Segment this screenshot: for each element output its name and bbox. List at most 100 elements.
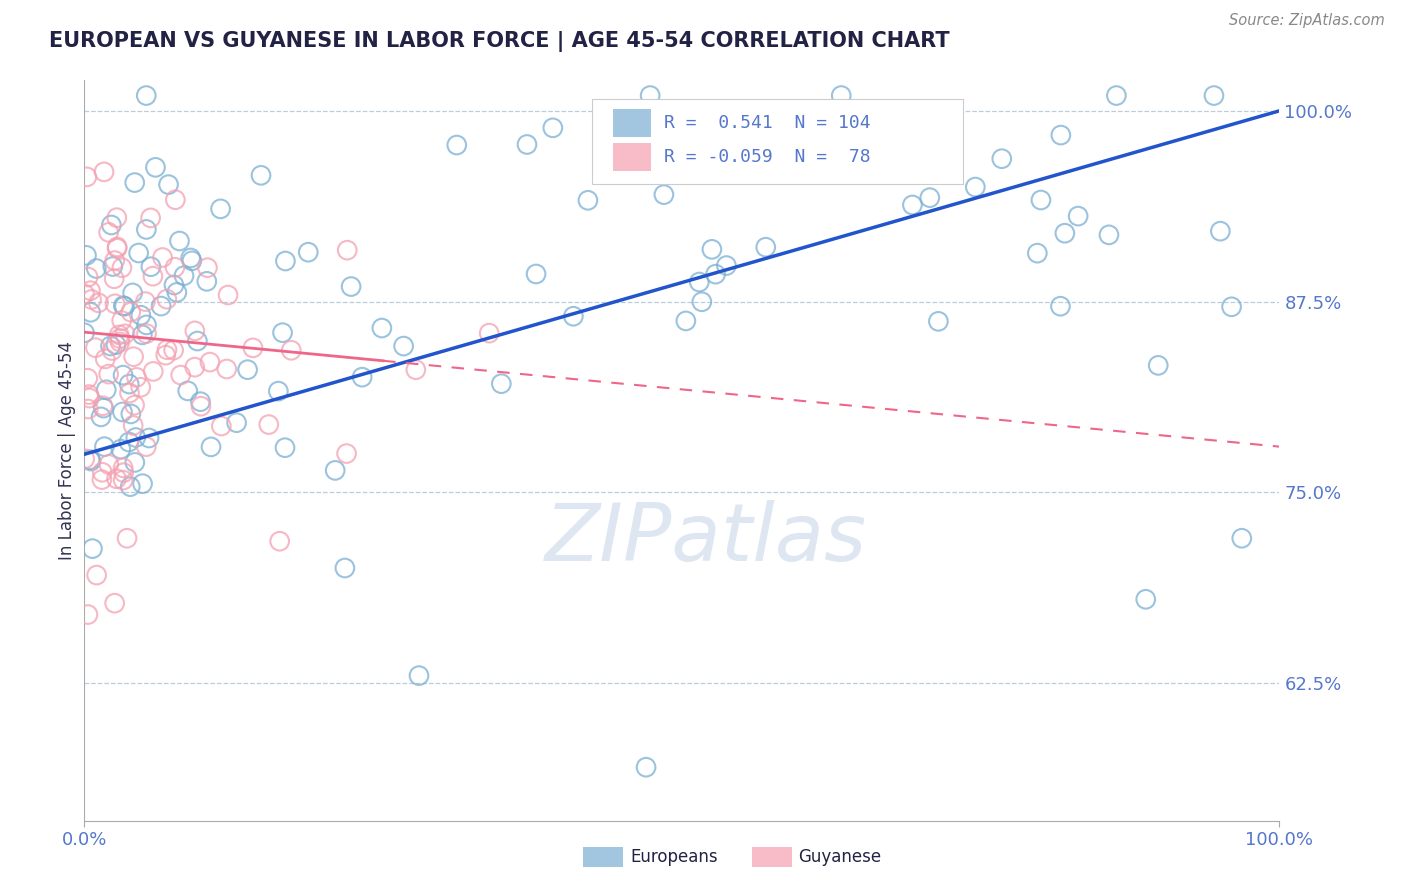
Point xyxy=(173,268,195,283)
Point xyxy=(112,368,135,383)
Point xyxy=(97,367,120,381)
Point xyxy=(155,348,177,362)
Bar xyxy=(613,144,651,171)
Point xyxy=(186,334,208,348)
Point xyxy=(562,310,585,324)
Point xyxy=(129,380,152,394)
Point xyxy=(105,241,128,255)
Point xyxy=(105,211,128,225)
Point xyxy=(638,88,661,103)
Point xyxy=(336,243,359,257)
Point xyxy=(101,260,124,274)
Point xyxy=(134,294,156,309)
Point xyxy=(122,350,145,364)
Point xyxy=(96,383,118,397)
Point xyxy=(250,169,273,183)
Point xyxy=(118,377,141,392)
Point xyxy=(101,343,124,358)
Point xyxy=(830,88,852,103)
Point xyxy=(157,178,180,192)
Point xyxy=(700,243,723,257)
Point xyxy=(1067,209,1090,223)
Point xyxy=(198,355,221,369)
Point xyxy=(333,561,356,575)
Point xyxy=(120,407,142,421)
Point xyxy=(340,279,363,293)
Point xyxy=(156,343,179,357)
Point xyxy=(138,431,160,445)
Point xyxy=(77,387,100,401)
Y-axis label: In Labor Force | Age 45-54: In Labor Force | Age 45-54 xyxy=(58,341,76,560)
Point xyxy=(215,362,238,376)
Point xyxy=(76,371,98,385)
Point xyxy=(77,402,100,417)
Point xyxy=(209,419,232,434)
Point xyxy=(80,293,103,307)
Point xyxy=(405,362,427,376)
Point xyxy=(139,211,162,225)
Point xyxy=(491,376,513,391)
Point xyxy=(79,391,101,405)
Point xyxy=(217,288,239,302)
Point xyxy=(111,405,134,419)
Point xyxy=(104,337,127,351)
Point xyxy=(104,596,127,610)
Point xyxy=(108,334,131,349)
Point xyxy=(125,370,148,384)
Point xyxy=(1049,299,1071,313)
Point xyxy=(1230,531,1253,545)
Point xyxy=(76,248,98,262)
Point xyxy=(274,441,297,455)
Point xyxy=(94,351,117,366)
Point xyxy=(105,240,128,254)
Point xyxy=(183,360,205,375)
Point xyxy=(1202,88,1225,103)
Point xyxy=(688,275,710,289)
Point xyxy=(162,343,184,358)
Point xyxy=(142,269,165,284)
Point xyxy=(120,480,142,494)
Point xyxy=(79,452,101,467)
Point xyxy=(76,169,98,184)
Point xyxy=(180,251,202,265)
Point xyxy=(335,446,357,460)
Text: R =  0.541  N = 104: R = 0.541 N = 104 xyxy=(664,114,870,132)
Point xyxy=(200,440,222,454)
Point xyxy=(118,435,141,450)
Point xyxy=(135,440,157,454)
Point xyxy=(541,120,564,135)
Point xyxy=(79,284,101,298)
Point xyxy=(128,246,150,260)
Point xyxy=(115,531,138,545)
Point xyxy=(195,274,218,288)
Point xyxy=(73,287,96,301)
Point xyxy=(135,222,157,236)
Point xyxy=(274,254,297,268)
Point xyxy=(1147,359,1170,373)
Point xyxy=(1029,193,1052,207)
Point xyxy=(90,409,112,424)
Point xyxy=(755,240,778,254)
Point xyxy=(73,326,96,340)
Point xyxy=(86,261,108,276)
Point xyxy=(236,362,259,376)
Point xyxy=(108,327,131,342)
Point xyxy=(124,455,146,469)
Point xyxy=(122,418,145,433)
Point xyxy=(82,541,104,556)
Point xyxy=(112,299,135,313)
Point xyxy=(408,668,430,682)
Point xyxy=(675,314,697,328)
Point xyxy=(965,180,987,194)
Point xyxy=(145,161,167,175)
Point xyxy=(111,260,134,275)
Point xyxy=(91,399,114,413)
Point xyxy=(87,296,110,310)
Point xyxy=(184,324,207,338)
Point xyxy=(124,398,146,412)
Point xyxy=(1026,246,1049,260)
Point xyxy=(716,259,738,273)
Point xyxy=(271,326,294,340)
Point xyxy=(125,430,148,444)
Point xyxy=(197,260,219,275)
